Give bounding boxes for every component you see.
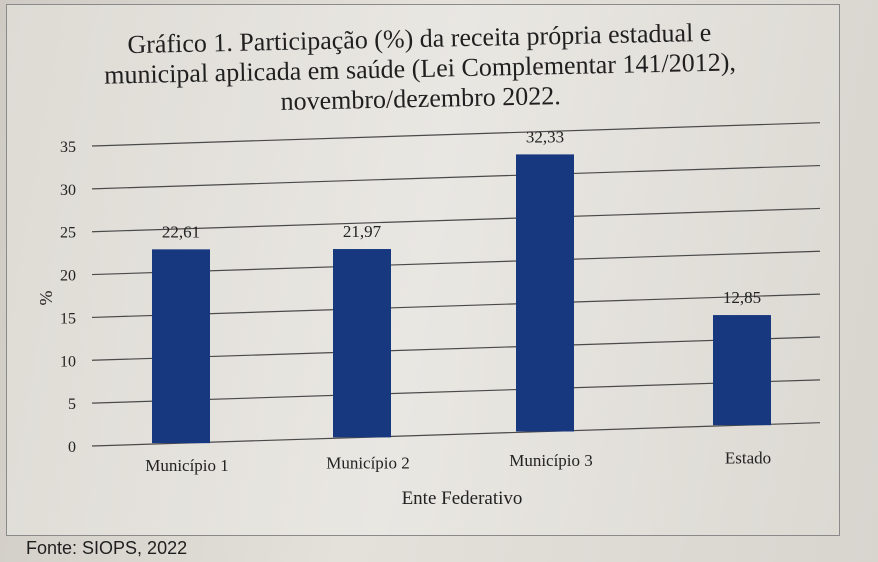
bar [152, 249, 210, 444]
gridline [91, 164, 821, 190]
data-label: 32,33 [526, 127, 564, 146]
bar [713, 315, 771, 426]
x-tick-label: Município 1 [145, 456, 229, 475]
data-label: 21,97 [343, 222, 382, 241]
bar [333, 249, 391, 438]
gridline [91, 422, 821, 447]
y-tick-label: 5 [68, 396, 76, 413]
bar [516, 154, 574, 432]
y-tick-label: 20 [60, 268, 76, 285]
y-tick-label: 10 [60, 353, 76, 370]
y-tick-label: 15 [60, 310, 76, 327]
x-tick-label: Estado [725, 449, 771, 468]
data-label: 22,61 [162, 222, 200, 241]
data-label: 12,85 [723, 288, 761, 307]
gridline [91, 122, 821, 147]
x-tick-label: Município 3 [509, 451, 593, 470]
gridline [91, 379, 821, 404]
gridline [91, 207, 821, 233]
gridline [91, 293, 821, 319]
y-tick-label: 30 [60, 182, 76, 199]
y-tick-label: 25 [60, 225, 76, 242]
y-tick-label: 35 [60, 139, 76, 156]
gridline [91, 250, 821, 276]
y-axis-label: % [36, 291, 56, 306]
gridline [91, 336, 821, 361]
x-axis-label: Ente Federativo [402, 488, 523, 509]
y-tick-label: 0 [68, 439, 76, 456]
x-tick-label: Município 2 [326, 454, 410, 473]
source-note: Fonte: SIOPS, 2022 [26, 538, 188, 558]
chart-frame [6, 4, 840, 536]
